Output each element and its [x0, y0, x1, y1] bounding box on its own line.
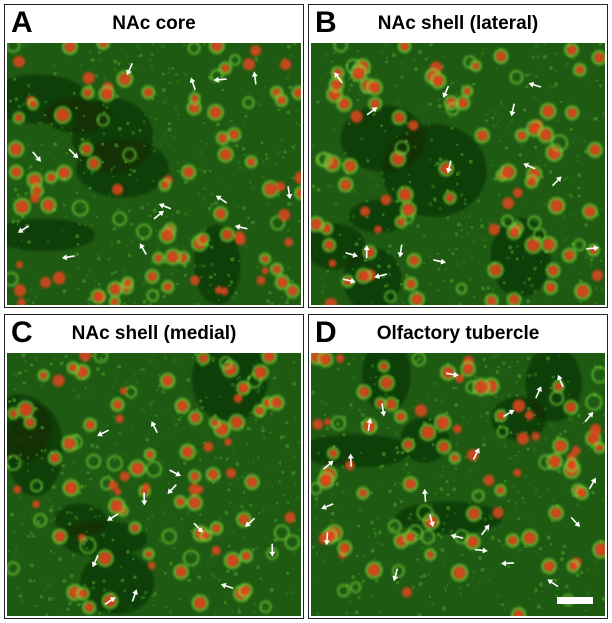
panel-c-header: C NAc shell (medial) — [5, 315, 303, 351]
annotation-arrow — [193, 522, 204, 533]
panel-c: C NAc shell (medial) — [4, 314, 304, 619]
panel-b-micrograph — [311, 43, 605, 305]
annotation-arrow — [528, 81, 542, 88]
panel-a: A NAc core — [4, 4, 304, 308]
tissue-cells — [311, 43, 605, 305]
scale-bar — [557, 597, 593, 604]
annotation-arrow — [586, 245, 600, 252]
panel-b-header: B NAc shell (lateral) — [309, 5, 607, 41]
annotation-arrow — [363, 245, 370, 259]
panel-a-letter: A — [11, 6, 33, 39]
annotation-arrow — [421, 488, 428, 502]
annotation-arrow — [342, 277, 356, 284]
tissue-cells — [311, 353, 605, 616]
annotation-arrows — [91, 421, 276, 606]
annotation-arrow — [366, 107, 378, 116]
annotation-arrow — [91, 555, 99, 568]
annotation-arrow — [189, 77, 196, 90]
annotation-arrow — [557, 374, 564, 388]
annotation-arrow — [269, 543, 276, 557]
panel-d-title: Olfactory tubercle — [376, 323, 540, 344]
annotation-arrow — [323, 532, 330, 546]
annotation-arrow — [445, 371, 459, 378]
annotation-arrow — [392, 568, 399, 582]
panel-d-micrograph — [311, 353, 605, 616]
annotation-arrow — [366, 418, 373, 432]
panel-b-title: NAc shell (lateral) — [377, 13, 539, 34]
annotation-arrow — [139, 243, 147, 255]
annotation-arrow — [32, 151, 42, 162]
panel-b-tissue — [311, 43, 605, 305]
annotation-arrow — [442, 85, 450, 98]
annotation-arrows — [17, 63, 293, 261]
annotation-arrow — [501, 560, 514, 567]
annotation-arrow — [503, 409, 515, 418]
annotation-arrow — [251, 71, 258, 85]
panel-d-tissue — [311, 353, 605, 616]
annotation-arrow — [286, 186, 293, 200]
annotation-arrow — [570, 516, 581, 527]
tissue-neuropil — [8, 43, 301, 305]
annotation-arrow — [68, 148, 79, 159]
annotation-arrow — [509, 103, 516, 117]
annotation-arrow — [151, 421, 158, 434]
annotation-arrow — [213, 76, 227, 83]
panel-a-tissue — [7, 43, 301, 305]
annotation-arrow — [374, 273, 388, 279]
panel-c-tissue — [7, 353, 301, 616]
panel-a-header: A NAc core — [5, 5, 303, 41]
panel-b-letter: B — [315, 6, 337, 39]
annotation-arrow — [17, 225, 30, 233]
panel-c-letter: C — [11, 316, 33, 349]
annotation-arrow — [97, 429, 109, 437]
annotation-arrow — [429, 514, 435, 528]
annotation-arrow — [584, 411, 594, 423]
annotation-arrow — [107, 513, 119, 521]
panel-b: B NAc shell (lateral) — [308, 4, 608, 308]
annotation-arrow — [234, 224, 248, 230]
annotation-arrows — [321, 371, 596, 588]
annotation-arrow — [104, 597, 116, 606]
annotation-arrow — [588, 477, 596, 490]
panel-d: D Olfactory tubercle — [308, 314, 608, 619]
annotation-arrow — [153, 210, 164, 220]
annotation-arrow — [472, 447, 480, 460]
annotation-arrow — [523, 162, 536, 170]
panel-c-title: NAc shell (medial) — [71, 323, 237, 344]
annotation-arrow — [215, 195, 228, 204]
tissue-cells — [7, 43, 301, 305]
annotation-arrow — [167, 483, 177, 495]
panel-d-header: D Olfactory tubercle — [309, 315, 607, 351]
panel-a-micrograph — [7, 43, 301, 305]
panel-c-micrograph — [7, 353, 301, 616]
annotation-arrow — [131, 589, 138, 602]
annotation-arrow — [141, 492, 148, 506]
annotation-arrow — [321, 503, 334, 510]
annotation-arrow — [397, 244, 404, 258]
annotation-arrow — [474, 547, 488, 554]
annotation-arrow — [450, 533, 464, 540]
annotation-arrow — [480, 524, 490, 536]
annotation-arrow — [220, 582, 234, 590]
annotation-arrow — [323, 460, 334, 470]
annotation-arrow — [126, 63, 134, 76]
panel-a-title: NAc core — [112, 13, 196, 34]
annotation-arrow — [169, 469, 181, 477]
annotation-arrow — [158, 203, 172, 210]
annotation-arrow — [61, 254, 75, 261]
annotation-arrow — [380, 403, 387, 417]
annotation-arrow — [334, 72, 343, 84]
annotation-arrow — [446, 160, 452, 174]
annotation-arrow — [345, 251, 359, 258]
annotation-arrow — [547, 579, 559, 588]
annotation-arrow — [433, 258, 446, 265]
annotation-arrows — [334, 72, 600, 284]
annotation-arrow — [551, 176, 562, 187]
panel-d-letter: D — [315, 316, 337, 349]
annotation-arrow — [245, 517, 256, 527]
annotation-arrow — [535, 386, 542, 399]
annotation-arrow — [347, 453, 354, 467]
